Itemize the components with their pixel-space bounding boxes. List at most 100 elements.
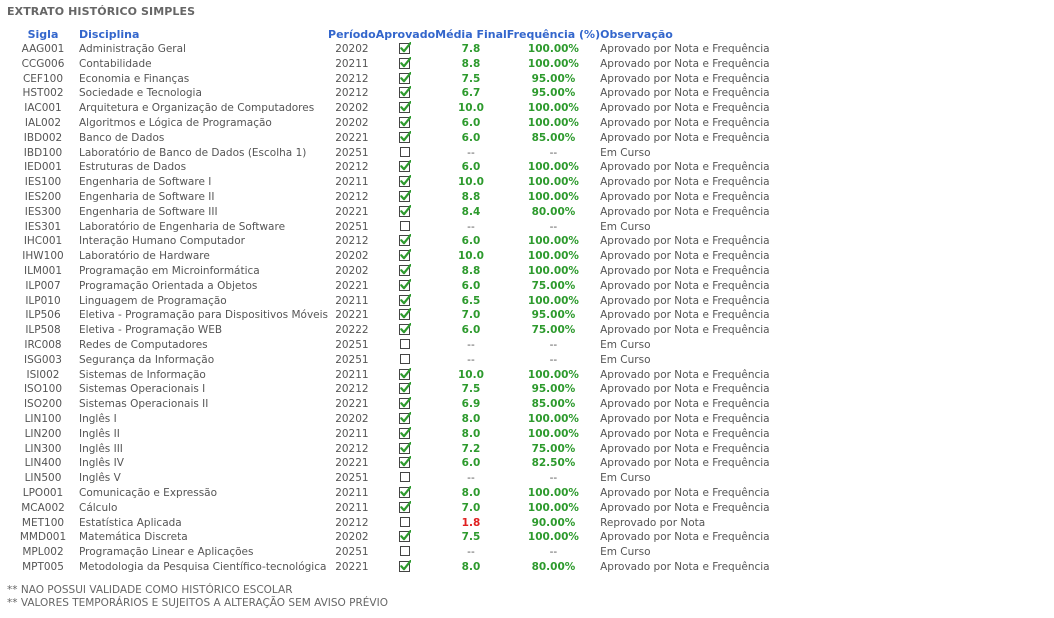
cell-observacao: Aprovado por Nota e Frequência bbox=[600, 205, 770, 218]
cell-media-final: 6.0 bbox=[461, 161, 481, 174]
table-row: CCG006 Contabilidade 20211 8.8 100.00% Aprova… bbox=[7, 56, 770, 72]
cell-aprovado bbox=[376, 249, 435, 264]
cell-media-final: 6.0 bbox=[461, 279, 481, 292]
cell-sigla: IBD100 bbox=[23, 146, 63, 159]
empty-checkbox-icon bbox=[399, 471, 411, 483]
cell-frequencia: 82.50% bbox=[531, 457, 576, 470]
cell-frequencia: 100.00% bbox=[527, 412, 579, 425]
cell-frequencia: -- bbox=[549, 472, 558, 485]
cell-disciplina: Comunicação e Expressão bbox=[79, 486, 218, 499]
cell-observacao: Aprovado por Nota e Frequência bbox=[600, 87, 770, 100]
cell-periodo: 20251 bbox=[335, 220, 369, 233]
cell-disciplina: Laboratório de Hardware bbox=[79, 250, 210, 263]
cell-periodo: 20212 bbox=[335, 383, 369, 396]
cell-sigla: IAC001 bbox=[24, 102, 62, 115]
cell-observacao: Aprovado por Nota e Frequência bbox=[600, 309, 770, 322]
cell-frequencia: 100.00% bbox=[527, 501, 579, 514]
table-row: MCA002 Cálculo 20211 7.0 100.00% Aprovado por… bbox=[7, 500, 770, 516]
cell-aprovado bbox=[376, 130, 435, 146]
cell-sigla: IES300 bbox=[24, 205, 62, 218]
table-row: AAG001 Administração Geral 20202 7.8 100.00%… bbox=[7, 42, 770, 57]
cell-observacao: Em Curso bbox=[600, 353, 651, 366]
table-row: LIN300 Inglês III 20212 7.2 75.00% Aprovado p… bbox=[7, 441, 770, 457]
empty-checkbox-icon bbox=[399, 545, 411, 557]
cell-media-final: 6.0 bbox=[461, 235, 481, 248]
cell-observacao: Aprovado por Nota e Frequência bbox=[600, 486, 770, 499]
cell-aprovado bbox=[376, 500, 435, 516]
cell-media-final: -- bbox=[467, 220, 475, 233]
cell-media-final: 6.5 bbox=[461, 294, 481, 307]
cell-sigla: CEF100 bbox=[22, 72, 64, 85]
cell-sigla: AAG001 bbox=[21, 43, 65, 55]
cell-observacao: Aprovado por Nota e Frequência bbox=[600, 457, 770, 470]
cell-disciplina: Matemática Discreta bbox=[79, 531, 188, 544]
checked-checkbox-icon bbox=[399, 323, 412, 336]
cell-periodo: 20221 bbox=[335, 205, 369, 218]
cell-observacao: Aprovado por Nota e Frequência bbox=[600, 368, 770, 381]
checked-checkbox-icon bbox=[399, 441, 412, 454]
cell-disciplina: Engenharia de Software III bbox=[79, 205, 218, 218]
cell-observacao: Aprovado por Nota e Frequência bbox=[600, 383, 770, 396]
cell-aprovado bbox=[376, 338, 435, 353]
cell-frequencia: 100.00% bbox=[527, 427, 579, 440]
cell-observacao: Aprovado por Nota e Frequência bbox=[600, 116, 770, 129]
cell-frequencia: 95.00% bbox=[531, 309, 576, 322]
empty-checkbox-icon bbox=[399, 338, 411, 350]
cell-periodo: 20221 bbox=[335, 457, 369, 470]
cell-sigla: MPL002 bbox=[22, 546, 64, 559]
cell-periodo: 20202 bbox=[335, 43, 369, 55]
table-row: CEF100 Economia e Finanças 20212 7.5 95.00% A… bbox=[7, 71, 770, 87]
disclaimer-note: ** VALORES TEMPORÁRIOS E SUJEITOS A ALTE… bbox=[7, 597, 388, 609]
cell-observacao: Aprovado por Nota e Frequência bbox=[600, 427, 770, 440]
cell-frequencia: 75.00% bbox=[531, 324, 576, 337]
table-row: IES300 Engenharia de Software III 20221 8.4… bbox=[7, 204, 770, 220]
cell-aprovado bbox=[376, 56, 435, 72]
cell-periodo: 20221 bbox=[335, 560, 369, 573]
cell-aprovado bbox=[376, 293, 435, 309]
cell-aprovado bbox=[376, 485, 435, 501]
cell-disciplina: Sistemas de Informação bbox=[79, 368, 206, 381]
cell-frequencia: 80.00% bbox=[531, 560, 576, 573]
checked-checkbox-icon bbox=[399, 86, 412, 99]
cell-media-final: -- bbox=[467, 338, 475, 351]
cell-media-final: 6.7 bbox=[461, 87, 481, 100]
table-row: MET100 Estatística Aplicada 20212 1.8 90.00%… bbox=[7, 516, 770, 531]
empty-checkbox-icon bbox=[399, 353, 411, 365]
cell-disciplina: Redes de Computadores bbox=[79, 338, 208, 351]
cell-periodo: 20221 bbox=[335, 131, 369, 144]
cell-sigla: IHC001 bbox=[23, 235, 63, 248]
table-row: LIN500 Inglês V 20251 -- -- Em Curso bbox=[7, 471, 770, 486]
cell-frequencia: -- bbox=[549, 353, 558, 366]
table-row: LIN200 Inglês II 20211 8.0 100.00% Aprovado p… bbox=[7, 426, 770, 442]
cell-media-final: 8.0 bbox=[461, 412, 481, 425]
cell-sigla: ISG003 bbox=[24, 353, 62, 366]
cell-disciplina: Sistemas Operacionais I bbox=[79, 383, 206, 396]
cell-periodo: 20212 bbox=[335, 87, 369, 100]
cell-observacao: Reprovado por Nota bbox=[600, 516, 706, 529]
cell-media-final: 7.0 bbox=[461, 501, 481, 514]
checked-checkbox-icon bbox=[399, 115, 412, 128]
cell-frequencia: -- bbox=[549, 546, 558, 559]
cell-frequencia: 100.00% bbox=[527, 250, 579, 263]
cell-aprovado bbox=[376, 175, 435, 190]
checked-checkbox-icon bbox=[399, 278, 412, 291]
cell-frequencia: 100.00% bbox=[527, 161, 579, 174]
cell-media-final: 8.0 bbox=[461, 486, 481, 499]
cell-media-final: 8.8 bbox=[461, 190, 481, 203]
cell-disciplina: Inglês I bbox=[79, 412, 117, 425]
cell-observacao: Em Curso bbox=[600, 472, 651, 485]
cell-disciplina: Banco de Dados bbox=[79, 131, 165, 144]
cell-observacao: Aprovado por Nota e Frequência bbox=[600, 72, 770, 85]
checked-checkbox-icon bbox=[399, 293, 412, 306]
cell-frequencia: 85.00% bbox=[531, 398, 576, 411]
header-frequencia: Frequência (%) bbox=[506, 28, 601, 41]
cell-periodo: 20202 bbox=[335, 531, 369, 544]
checked-checkbox-icon bbox=[399, 249, 412, 262]
cell-periodo: 20202 bbox=[335, 250, 369, 263]
cell-aprovado bbox=[376, 86, 435, 101]
cell-periodo: 20211 bbox=[335, 486, 369, 499]
cell-sigla: MCA002 bbox=[21, 501, 65, 514]
cell-media-final: -- bbox=[467, 353, 475, 366]
cell-aprovado bbox=[376, 160, 435, 175]
